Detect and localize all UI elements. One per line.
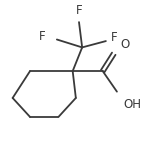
Text: F: F — [39, 30, 46, 43]
Text: O: O — [120, 38, 129, 51]
Text: F: F — [111, 31, 117, 44]
Text: F: F — [76, 4, 82, 17]
Text: OH: OH — [123, 98, 141, 111]
